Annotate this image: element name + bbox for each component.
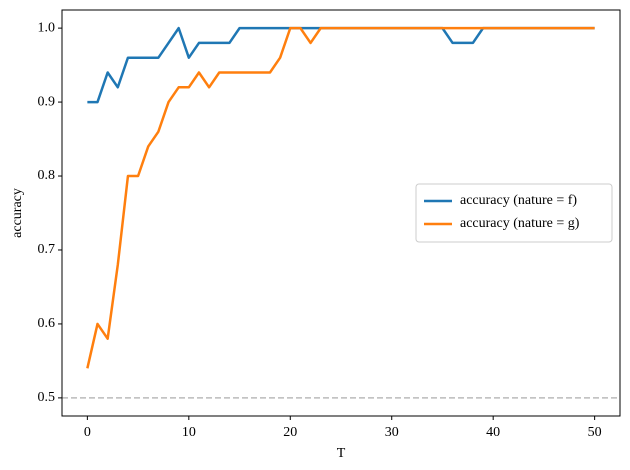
y-tick-label: 0.7 xyxy=(38,242,56,257)
data-line xyxy=(87,26,595,104)
y-tick-label: 0.8 xyxy=(38,168,56,183)
legend-box xyxy=(415,183,613,243)
plot-frame xyxy=(61,9,621,417)
x-tick-label: 20 xyxy=(283,425,297,440)
legend-label: accuracy (nature = f) xyxy=(460,193,577,208)
x-tick-label: 10 xyxy=(182,425,196,440)
y-tick-label: 0.6 xyxy=(38,316,56,331)
y-tick-label: 0.9 xyxy=(38,94,56,109)
x-tick-label: 50 xyxy=(588,425,602,440)
y-axis-label: accuracy xyxy=(10,188,25,238)
x-tick-label: 30 xyxy=(385,425,399,440)
legend-label: accuracy (nature = g) xyxy=(460,216,580,231)
x-tick-label: 40 xyxy=(486,425,500,440)
legend: accuracy (nature = f) accuracy (nature = … xyxy=(415,183,613,243)
x-axis-label: T xyxy=(337,446,346,461)
y-tick-label: 1.0 xyxy=(38,20,56,35)
data-line xyxy=(86,26,595,369)
x-tick-label: 0 xyxy=(84,425,91,440)
y-tick-label: 0.5 xyxy=(38,390,56,405)
